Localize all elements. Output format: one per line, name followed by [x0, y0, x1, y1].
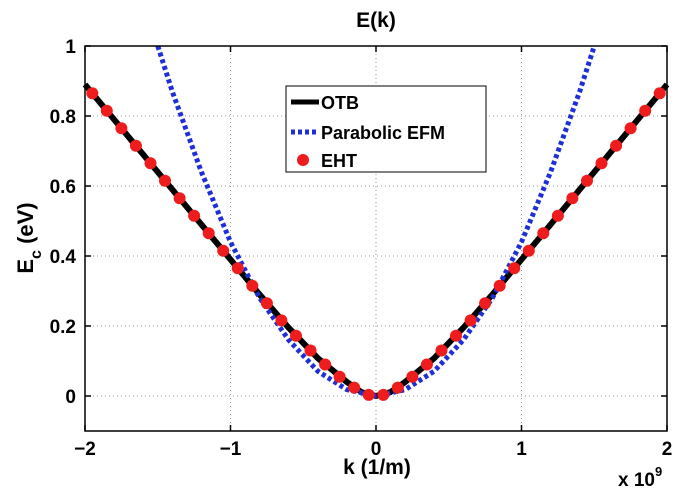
y-axis-label: Ec (eV) — [13, 202, 45, 273]
series-eht-point — [595, 157, 608, 170]
series-eht-point — [551, 209, 564, 222]
x-tick-label: 2 — [662, 439, 673, 460]
x-multiplier-exp: 9 — [655, 464, 662, 479]
x-tick-label: 0 — [371, 439, 382, 460]
chart-title: E(k) — [356, 9, 396, 32]
series-eht-point — [304, 344, 317, 357]
series-eht-point — [624, 122, 637, 135]
x-axis-label: k (1/m) — [343, 456, 411, 479]
y-axis-label-rest: (eV) — [13, 202, 38, 250]
series-eht-point — [420, 358, 433, 371]
series-eht-point — [100, 104, 113, 117]
x-tick-label: −2 — [74, 439, 96, 460]
series-eht-point — [246, 279, 259, 292]
legend-label-eht: EHT — [321, 151, 357, 171]
x-tick-label: −1 — [220, 439, 242, 460]
series-eht-point — [653, 87, 666, 100]
y-axis-label-text: Ec (eV) — [13, 202, 45, 273]
y-tick-label: 0.6 — [50, 177, 76, 198]
series-eht-point — [188, 209, 201, 222]
series-eht-point — [115, 122, 128, 135]
plot-series — [82, 45, 670, 401]
y-tick-label: 1 — [65, 37, 76, 58]
y-tick-label: 0.2 — [50, 317, 76, 338]
series-eht-point — [522, 244, 535, 257]
series-eht-point — [260, 297, 273, 310]
y-axis-label-sub: c — [28, 250, 45, 259]
legend-swatch-eht — [297, 154, 309, 166]
series-eht-point — [290, 329, 302, 342]
series-eht-point — [348, 381, 361, 394]
series-eht-point — [231, 262, 244, 275]
tick-labels: −2 −1 0 1 2 0 0.2 0.4 0.6 0.8 1 — [50, 37, 673, 460]
series-eht-point — [86, 87, 99, 100]
series-eht-point — [377, 388, 390, 401]
series-eht-point — [173, 192, 186, 205]
series-eht-point — [333, 370, 346, 383]
x-multiplier: x 109 — [618, 464, 662, 489]
y-tick-label: 0.4 — [50, 247, 77, 268]
series-parabolic-efm-line — [155, 45, 597, 399]
y-axis-label-main: E — [13, 259, 38, 274]
series-eht-point — [217, 244, 230, 257]
series-eht-point — [319, 358, 332, 371]
x-tick-label: 1 — [516, 439, 527, 460]
series-eht-point — [435, 344, 448, 357]
series-eht-point — [566, 192, 579, 205]
legend-label-parabolic-efm: Parabolic EFM — [321, 123, 445, 143]
series-eht-point — [202, 227, 215, 240]
series-eht-point — [581, 174, 593, 187]
series-eht-point — [362, 388, 375, 401]
x-multiplier-base: x 10 — [618, 470, 655, 489]
series-eht-point — [406, 370, 419, 383]
series-eht-point — [537, 227, 550, 240]
ticks — [84, 45, 668, 431]
series-eht-point — [493, 279, 506, 292]
legend-box — [285, 85, 487, 173]
series-eht-point — [450, 329, 462, 342]
series-eht-point — [479, 297, 492, 310]
y-tick-label: 0 — [65, 387, 76, 408]
series-eht-point — [159, 174, 171, 187]
series-eht-point — [391, 381, 404, 394]
legend-label-otb: OTB — [321, 93, 359, 113]
y-tick-label: 0.8 — [50, 107, 76, 128]
series-eht-point — [464, 314, 477, 327]
series-eht-point — [508, 262, 521, 275]
legend: OTB Parabolic EFM EHT — [285, 85, 487, 173]
series-eht-point — [144, 157, 157, 170]
series-eht-point — [639, 104, 652, 117]
x-multiplier-text: x 109 — [618, 464, 662, 489]
series-eht-point — [610, 139, 623, 152]
series-eht-point — [129, 139, 142, 152]
series-eht-point — [275, 314, 288, 327]
